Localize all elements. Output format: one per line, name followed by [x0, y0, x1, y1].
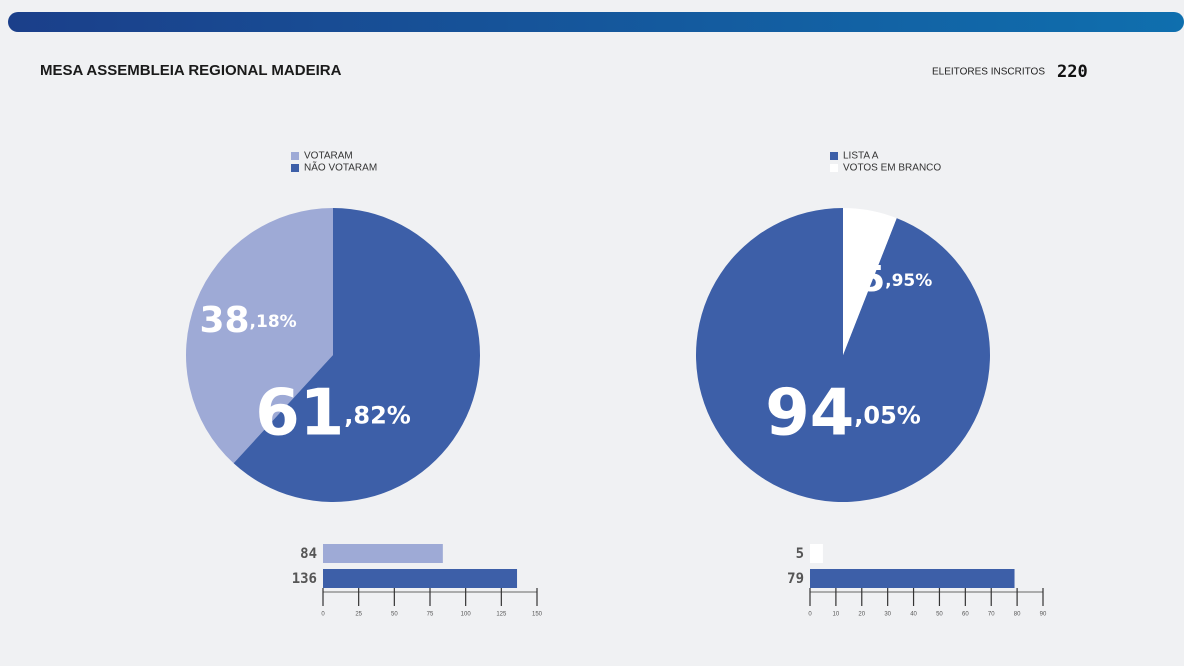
- registered-value: 220: [1057, 62, 1088, 82]
- registered-label: ELEITORES INSCRITOS: [932, 67, 1045, 78]
- bar: [323, 569, 518, 588]
- label-integer: 5: [860, 259, 885, 300]
- label-decimal: ,95%: [885, 271, 932, 291]
- bar: [323, 544, 443, 563]
- legend-label: VOTOS EM BRANCO: [843, 163, 941, 174]
- legend-swatch: [830, 164, 838, 172]
- pie-value-label: 38,18%: [199, 300, 296, 341]
- x-tick-label: 125: [496, 612, 507, 618]
- bar-value-label: 79: [787, 571, 804, 587]
- x-tick-label: 60: [962, 612, 969, 618]
- legend-label: NÃO VOTARAM: [304, 161, 377, 174]
- top-bar: [8, 12, 1184, 32]
- x-tick-label: 80: [1014, 612, 1021, 618]
- bar: [810, 569, 1015, 588]
- x-tick-label: 90: [1040, 612, 1047, 618]
- pie-slice: [233, 208, 480, 502]
- bar: [810, 544, 823, 563]
- x-tick-label: 25: [355, 612, 362, 618]
- x-tick-label: 0: [808, 612, 812, 618]
- x-tick-label: 40: [910, 612, 917, 618]
- pie-value-label: 5,95%: [860, 259, 932, 300]
- label-integer: 61: [255, 376, 344, 450]
- x-tick-label: 0: [321, 612, 325, 618]
- x-tick-label: 100: [461, 612, 472, 618]
- legend-label: VOTARAM: [304, 151, 353, 162]
- bar-value-label: 136: [292, 571, 317, 587]
- page-title: MESA ASSEMBLEIA REGIONAL MADEIRA: [40, 62, 342, 79]
- pie-slice: [186, 208, 333, 464]
- x-tick-label: 150: [532, 612, 543, 618]
- x-tick-label: 50: [391, 612, 398, 618]
- pie-slice: [843, 208, 897, 355]
- x-tick-label: 20: [858, 612, 865, 618]
- x-tick-label: 10: [833, 612, 840, 618]
- x-tick-label: 50: [936, 612, 943, 618]
- label-integer: 94: [765, 376, 854, 450]
- bar-value-label: 84: [300, 546, 317, 562]
- label-decimal: ,05%: [854, 402, 921, 430]
- x-tick-label: 75: [427, 612, 434, 618]
- bar-value-label: 5: [796, 546, 804, 562]
- pie-value-label: 94,05%: [765, 376, 921, 450]
- x-tick-label: 70: [988, 612, 995, 618]
- label-decimal: ,18%: [250, 312, 297, 332]
- label-decimal: ,82%: [344, 402, 411, 430]
- legend-swatch: [291, 164, 299, 172]
- legend-swatch: [291, 152, 299, 160]
- legend-swatch: [830, 152, 838, 160]
- pie-value-label: 61,82%: [255, 376, 411, 450]
- x-tick-label: 30: [884, 612, 891, 618]
- legend-label: LISTA A: [843, 151, 879, 162]
- label-integer: 38: [199, 300, 249, 341]
